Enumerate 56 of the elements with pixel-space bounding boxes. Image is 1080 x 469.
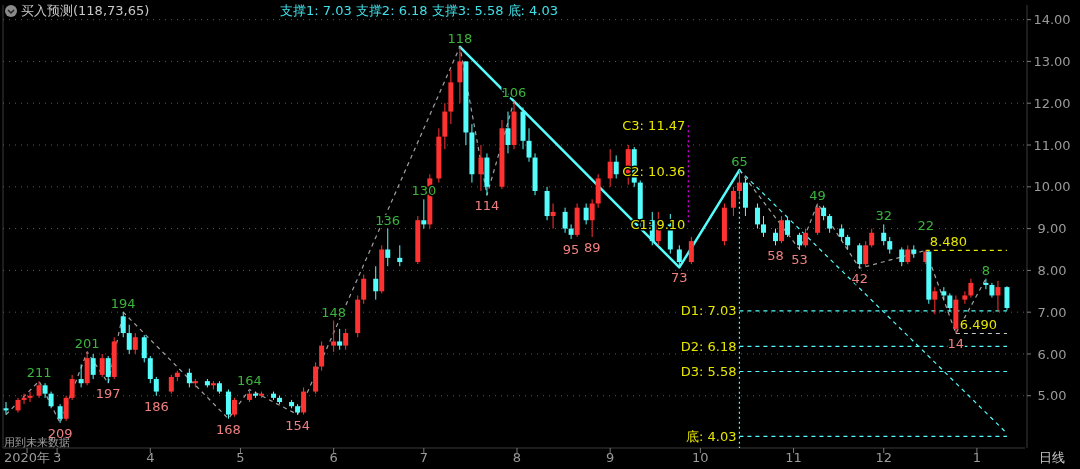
chart-subtitle: 支撑1: 7.03 支撑2: 6.18 支撑3: 5.58 底: 4.03 — [280, 3, 559, 18]
x-tick-label: 9 — [606, 450, 615, 465]
annotation: 197 — [95, 386, 121, 402]
annotation: 8 — [981, 262, 991, 278]
text: 日线 — [1039, 450, 1065, 465]
y-tick-label: 11.00 — [1033, 137, 1071, 153]
annotation: 186 — [143, 398, 169, 414]
annotation: 73 — [671, 270, 688, 286]
x-tick-label: 12 — [875, 450, 892, 465]
annotation: 194 — [110, 296, 136, 312]
annotation: 89 — [583, 239, 601, 255]
y-tick-label: 7.00 — [1037, 304, 1067, 320]
annotation: 6.490 — [959, 317, 998, 333]
x-tick-label: 10 — [692, 450, 709, 465]
annotation: 42 — [851, 271, 868, 287]
y-tick-label: 5.00 — [1037, 388, 1067, 404]
y-tick-label: 8.00 — [1037, 262, 1067, 278]
x-tick-label: 4 — [146, 450, 155, 465]
annotation: 65 — [731, 154, 748, 170]
y-tick-label: 6.00 — [1037, 346, 1067, 362]
annotation: 58 — [767, 248, 784, 264]
annotation: 49 — [809, 187, 826, 203]
annotation: 164 — [237, 373, 262, 389]
y-tick-label: 12.00 — [1033, 95, 1071, 111]
x-tick-label: 2020年 — [4, 450, 51, 465]
annotation: 168 — [216, 421, 241, 437]
annotation: 32 — [875, 208, 892, 224]
x-tick-label: 8 — [512, 450, 522, 465]
annotation: 201 — [74, 335, 100, 351]
annotation: D1: 7.03 — [680, 303, 737, 319]
annotation: 底: 4.03 — [685, 428, 737, 444]
annotation: 8.480 — [929, 234, 968, 250]
x-tick-label: 6 — [329, 450, 338, 465]
chart-title: 买入预测(118,73,65) — [21, 3, 150, 18]
annotation: 148 — [321, 304, 347, 320]
annotation: 154 — [285, 417, 310, 433]
annotation: 14 — [947, 336, 965, 352]
x-tick-label: 7 — [419, 450, 428, 465]
annotation: 114 — [474, 198, 500, 214]
annotation: 53 — [791, 252, 808, 268]
annotation: D2: 6.18 — [680, 338, 737, 354]
x-tick-label: 5 — [236, 450, 245, 465]
annotation: 211 — [26, 365, 52, 381]
x-tick-label: 11 — [785, 450, 802, 465]
annotation: C3: 11.47 — [622, 117, 686, 133]
y-tick-label: 14.00 — [1033, 12, 1071, 28]
y-tick-label: 13.00 — [1033, 53, 1071, 69]
annotation: 118 — [447, 30, 473, 46]
x-tick-label: 1 — [972, 450, 982, 465]
annotation: 136 — [375, 212, 401, 228]
annotation: 22 — [917, 218, 935, 234]
x-tick-label: 3 — [52, 450, 62, 465]
y-tick-label: 10.00 — [1033, 179, 1071, 195]
annotation: D3: 5.58 — [680, 364, 737, 380]
annotation: 95 — [562, 242, 580, 258]
y-tick-label: 9.00 — [1037, 221, 1067, 237]
